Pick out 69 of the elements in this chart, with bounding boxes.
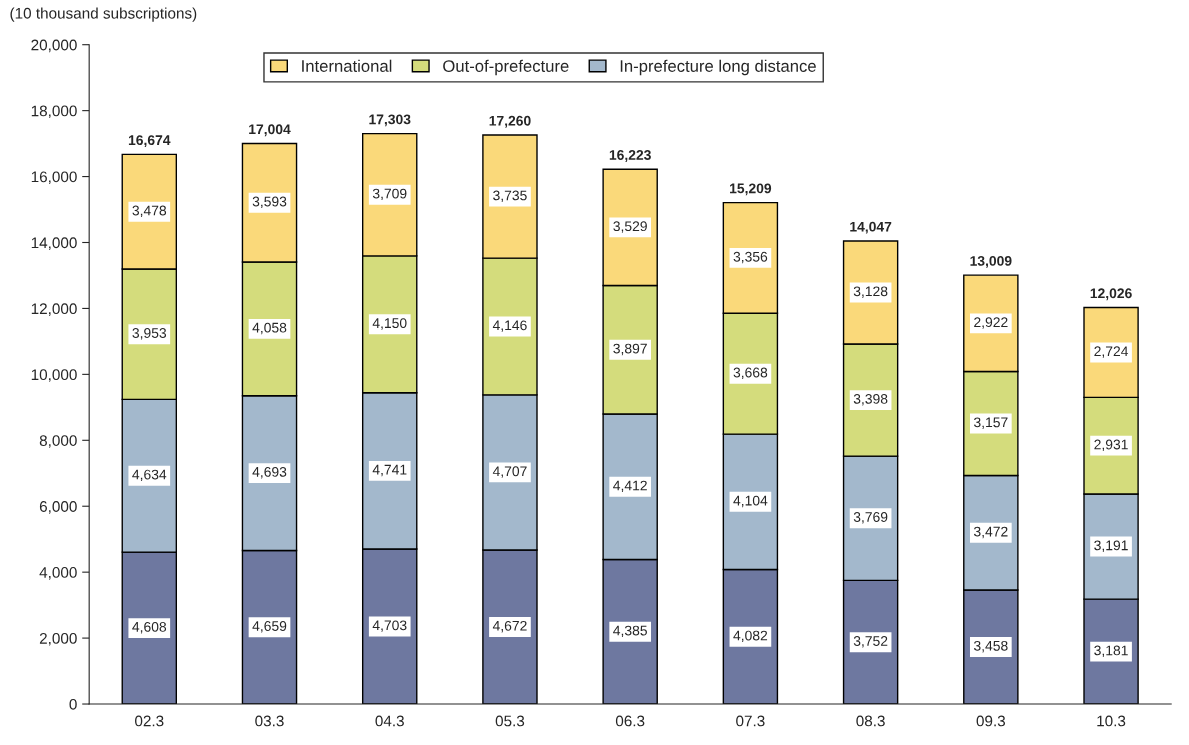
data-label: 4,659 bbox=[252, 621, 287, 633]
data-label: 3,356 bbox=[733, 251, 768, 264]
data-label: 4,412 bbox=[613, 480, 647, 493]
data-label: 3,478 bbox=[132, 205, 167, 218]
data-label: 3,157 bbox=[973, 417, 1008, 429]
data-label: 2,724 bbox=[1094, 346, 1129, 358]
y-tick-label: 16,000 bbox=[31, 171, 77, 185]
x-tick-label: 05.3 bbox=[495, 715, 525, 727]
legend-label: In-prefecture long distance bbox=[620, 59, 816, 76]
total-label: 14,047 bbox=[850, 221, 892, 234]
data-label: 3,593 bbox=[252, 196, 287, 209]
y-tick-label: 6,000 bbox=[39, 501, 77, 514]
x-tick-label: 08.3 bbox=[856, 715, 885, 727]
data-label: 4,150 bbox=[372, 318, 407, 330]
data-label: 3,458 bbox=[973, 640, 1008, 653]
x-tick-label: 03.3 bbox=[255, 715, 284, 727]
data-label: 2,931 bbox=[1094, 439, 1128, 452]
data-label: 4,741 bbox=[372, 464, 407, 477]
data-label: 3,769 bbox=[853, 512, 888, 524]
data-label: 3,953 bbox=[132, 328, 167, 340]
data-label: 3,709 bbox=[372, 188, 407, 201]
data-label: 3,752 bbox=[853, 636, 888, 648]
data-label: 3,735 bbox=[493, 190, 527, 202]
data-label: 4,693 bbox=[252, 466, 287, 479]
legend-label: Out-of-prefecture bbox=[443, 59, 569, 76]
data-label: 3,181 bbox=[1094, 645, 1128, 657]
total-label: 16,223 bbox=[609, 150, 651, 162]
data-label: 4,146 bbox=[492, 320, 527, 332]
y-tick-label: 0 bbox=[69, 698, 77, 710]
y-tick-label: 4,000 bbox=[39, 567, 77, 580]
data-label: 4,672 bbox=[492, 620, 527, 633]
total-label: 12,026 bbox=[1090, 288, 1132, 301]
data-label: 3,398 bbox=[853, 393, 888, 406]
y-tick-label: 2,000 bbox=[39, 632, 77, 646]
total-label: 15,209 bbox=[730, 183, 772, 196]
total-label: 17,004 bbox=[249, 124, 291, 137]
x-tick-label: 04.3 bbox=[375, 715, 404, 727]
total-label: 17,260 bbox=[489, 115, 531, 128]
data-label: 3,128 bbox=[853, 286, 888, 298]
data-label: 4,058 bbox=[252, 322, 287, 335]
y-tick-label: 14,000 bbox=[31, 237, 77, 250]
data-label: 4,634 bbox=[132, 469, 167, 482]
total-label: 13,009 bbox=[970, 255, 1012, 268]
data-label: 4,082 bbox=[733, 630, 768, 643]
x-tick-label: 07.3 bbox=[736, 715, 765, 727]
y-tick-label: 18,000 bbox=[31, 105, 77, 119]
data-label: 4,703 bbox=[372, 620, 407, 632]
y-tick-label: 12,000 bbox=[31, 303, 77, 316]
data-label: 4,707 bbox=[492, 466, 527, 478]
x-tick-label: 02.3 bbox=[135, 715, 164, 727]
data-label: 3,472 bbox=[973, 526, 1008, 539]
y-axis-title: (10 thousand subscriptions) bbox=[10, 7, 197, 22]
x-tick-label: 10.3 bbox=[1097, 715, 1126, 727]
data-label: 4,608 bbox=[132, 621, 167, 634]
y-tick-label: 10,000 bbox=[31, 369, 77, 382]
data-label: 4,104 bbox=[733, 495, 768, 508]
data-label: 3,191 bbox=[1094, 540, 1128, 552]
data-label: 3,668 bbox=[733, 367, 768, 380]
y-tick-label: 8,000 bbox=[39, 435, 77, 448]
x-tick-label: 09.3 bbox=[976, 715, 1006, 727]
data-label: 3,897 bbox=[613, 343, 647, 356]
legend-label: International bbox=[302, 59, 392, 72]
total-label: 16,674 bbox=[128, 135, 171, 148]
data-label: 3,529 bbox=[613, 221, 647, 233]
y-tick-label: 20,000 bbox=[31, 39, 77, 53]
data-label: 2,922 bbox=[974, 317, 1008, 329]
total-label: 17,303 bbox=[369, 114, 411, 127]
data-label: 4,385 bbox=[613, 625, 647, 638]
x-tick-label: 06.3 bbox=[615, 715, 645, 727]
